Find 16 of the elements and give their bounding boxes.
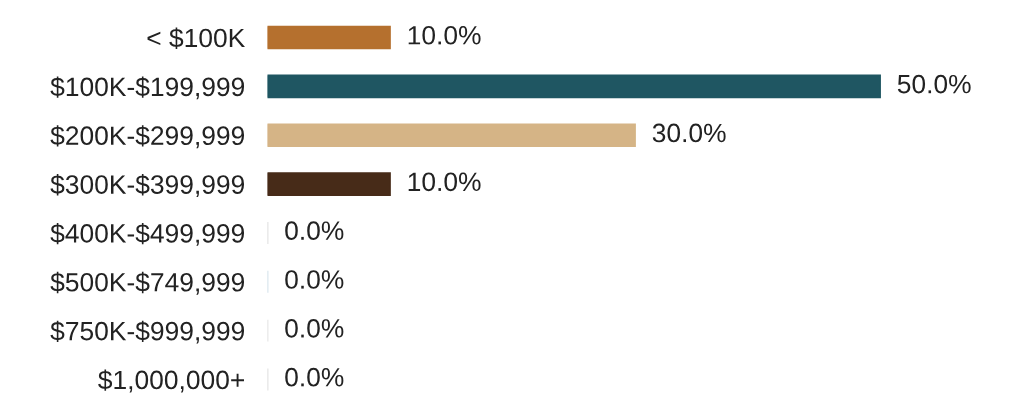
y-tick-label: $300K-$399,999 — [50, 174, 245, 198]
y-tick-label: $200K-$299,999 — [50, 125, 245, 149]
y-tick-label: $1,000,000+ — [98, 369, 244, 393]
data-label: 0.0% — [285, 367, 344, 387]
data-label: 10.0% — [408, 172, 481, 192]
data-label: 0.0% — [285, 221, 344, 241]
y-tick-label: < $100K — [147, 27, 245, 49]
y-tick-label: $750K-$999,999 — [50, 320, 245, 344]
data-label: 10.0% — [408, 25, 481, 45]
y-tick-label: $400K-$499,999 — [50, 222, 245, 246]
data-label: 30.0% — [652, 123, 726, 143]
y-tick-label: $500K-$749,999 — [50, 271, 245, 295]
y-tick-label: $100K-$199,999 — [50, 76, 245, 100]
data-label: 0.0% — [285, 319, 344, 338]
data-label: 0.0% — [285, 270, 344, 289]
data-label: 50.0% — [897, 74, 971, 94]
